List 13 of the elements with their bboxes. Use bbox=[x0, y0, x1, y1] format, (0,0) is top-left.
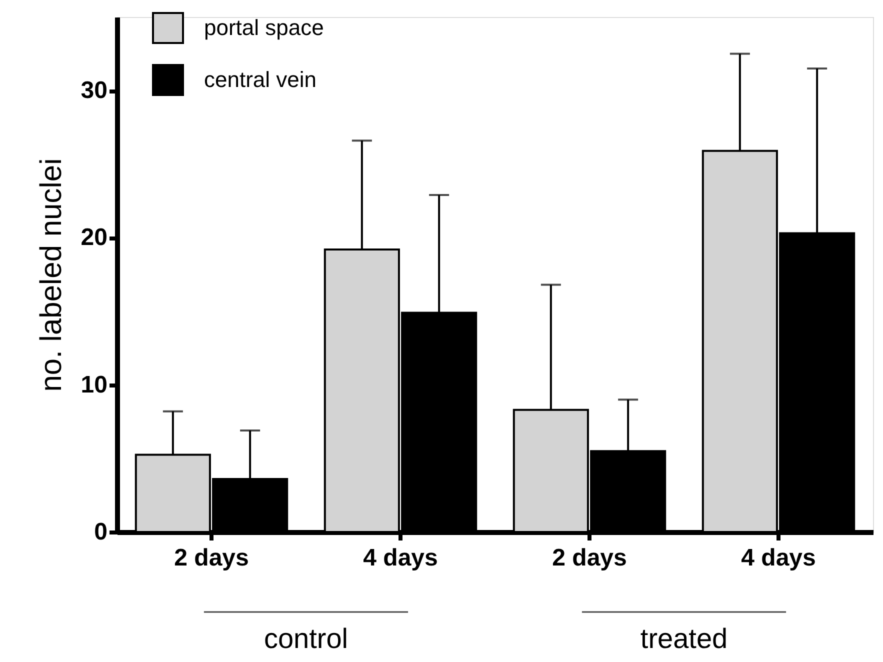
text: control bbox=[264, 623, 348, 654]
legend-label: portal space bbox=[204, 15, 324, 40]
x-tick-label: 4 days bbox=[363, 544, 438, 572]
y-tick-label: 20 bbox=[80, 224, 108, 252]
x-tick-label: 2 days bbox=[552, 544, 627, 572]
x-tick-label: 4 days bbox=[741, 544, 816, 572]
y-tick-label: 30 bbox=[80, 77, 108, 104]
text: treated bbox=[640, 623, 728, 654]
y-tick-label: 0 bbox=[94, 518, 108, 546]
y-tick-label: 10 bbox=[80, 371, 108, 398]
legend-label: central vein bbox=[204, 67, 317, 92]
y-axis-title: no. labeled nuclei bbox=[34, 158, 68, 392]
x-tick-label: 2 days bbox=[174, 544, 249, 572]
